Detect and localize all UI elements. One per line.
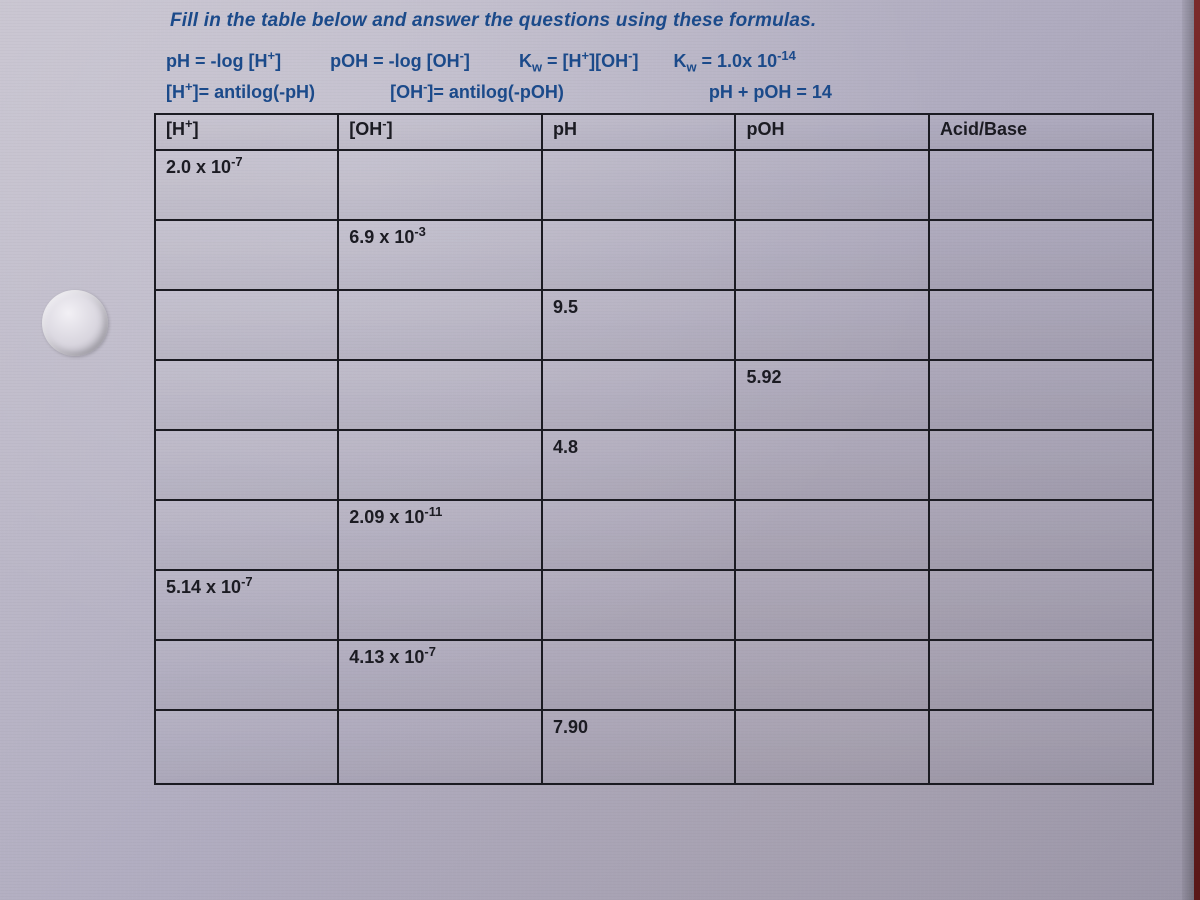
- table-row: 5.14 x 10-7: [155, 570, 1153, 640]
- formula-row-2: [H+]= antilog(-pH) [OH-]= antilog(-pOH) …: [166, 77, 1180, 108]
- monitor-bezel-right: [1182, 0, 1200, 900]
- cell: [155, 430, 338, 500]
- cell: [735, 220, 928, 290]
- formula-poh: pOH = -log [OH-]: [330, 46, 470, 77]
- cell: [155, 710, 338, 784]
- cell: [929, 640, 1153, 710]
- cell: 9.5: [542, 290, 735, 360]
- cell: [338, 430, 542, 500]
- formulas-block: pH = -log [H+] pOH = -log [OH-] Kw = [H+…: [166, 46, 1180, 107]
- cell: [735, 290, 928, 360]
- cell: [155, 500, 338, 570]
- cell: 4.8: [542, 430, 735, 500]
- cell: [929, 360, 1153, 430]
- formula-kw-val: Kw = 1.0x 10-14: [673, 46, 795, 77]
- formula-ph: pH = -log [H+]: [166, 46, 281, 77]
- cell: [155, 360, 338, 430]
- table-row: 5.92: [155, 360, 1153, 430]
- instructions-text: Fill in the table below and answer the q…: [170, 10, 1180, 32]
- worksheet-page: Fill in the table below and answer the q…: [140, 0, 1180, 900]
- cell: 6.9 x 10-3: [338, 220, 542, 290]
- cell: [735, 640, 928, 710]
- cell: [929, 150, 1153, 220]
- formula-antilog-oh: [OH-]= antilog(-pOH): [390, 77, 564, 108]
- cell: 4.13 x 10-7: [338, 640, 542, 710]
- cell: [929, 570, 1153, 640]
- cell: [542, 570, 735, 640]
- cell: 5.14 x 10-7: [155, 570, 338, 640]
- cell: 2.0 x 10-7: [155, 150, 338, 220]
- cell: [929, 290, 1153, 360]
- cell: 7.90: [542, 710, 735, 784]
- cell: [338, 150, 542, 220]
- col-header-ph: pH: [542, 114, 735, 150]
- cell: [338, 290, 542, 360]
- cell: [929, 220, 1153, 290]
- cell: [338, 710, 542, 784]
- table-header-row: [H+] [OH-] pH pOH Acid/Base: [155, 114, 1153, 150]
- cell: [542, 640, 735, 710]
- cell: [929, 430, 1153, 500]
- col-header-oh: [OH-]: [338, 114, 542, 150]
- cell: [338, 360, 542, 430]
- paper-punch-hole: [42, 290, 108, 356]
- cell: 2.09 x 10-11: [338, 500, 542, 570]
- col-header-acidbase: Acid/Base: [929, 114, 1153, 150]
- cell: [929, 710, 1153, 784]
- formula-row-1: pH = -log [H+] pOH = -log [OH-] Kw = [H+…: [166, 46, 1180, 77]
- formula-antilog-h: [H+]= antilog(-pH): [166, 77, 315, 108]
- ph-worksheet-table: [H+] [OH-] pH pOH Acid/Base 2.0 x 10-7 6…: [154, 113, 1154, 785]
- cell: [542, 150, 735, 220]
- cell: [155, 220, 338, 290]
- cell: [542, 500, 735, 570]
- cell: [735, 570, 928, 640]
- table-row: 9.5: [155, 290, 1153, 360]
- table-row: 7.90: [155, 710, 1153, 784]
- table-row: 2.09 x 10-11: [155, 500, 1153, 570]
- cell: [735, 710, 928, 784]
- cell: [929, 500, 1153, 570]
- cell: [155, 640, 338, 710]
- col-header-h: [H+]: [155, 114, 338, 150]
- table-row: 2.0 x 10-7: [155, 150, 1153, 220]
- cell: [735, 500, 928, 570]
- cell: [735, 150, 928, 220]
- table-row: 6.9 x 10-3: [155, 220, 1153, 290]
- cell: [542, 360, 735, 430]
- table-row: 4.8: [155, 430, 1153, 500]
- formula-kw-def: Kw = [H+][OH-]: [519, 46, 639, 77]
- col-header-poh: pOH: [735, 114, 928, 150]
- cell: [338, 570, 542, 640]
- cell: [155, 290, 338, 360]
- table-row: 4.13 x 10-7: [155, 640, 1153, 710]
- cell: [542, 220, 735, 290]
- formula-ph-poh-sum: pH + pOH = 14: [709, 77, 832, 108]
- cell: [735, 430, 928, 500]
- cell: 5.92: [735, 360, 928, 430]
